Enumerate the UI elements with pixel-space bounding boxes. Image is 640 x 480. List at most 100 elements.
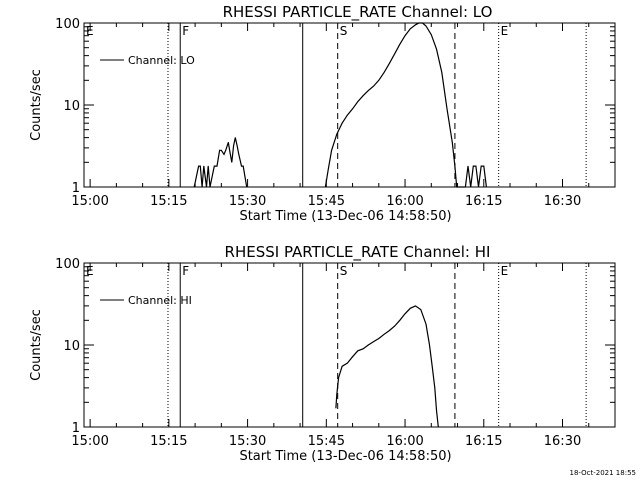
y-axis-label: Counts/sec [29, 309, 44, 381]
x-tick-label: 15:15 [150, 194, 187, 209]
data-point [425, 323, 427, 325]
data-point [341, 122, 343, 124]
x-axis-label: Start Time (13-Dec-06 14:58:50) [239, 209, 451, 224]
data-point [362, 95, 364, 97]
data-point [446, 108, 448, 110]
data-point [325, 186, 326, 188]
data-point [335, 407, 337, 409]
footer-timestamp: 18-Oct-2021 18:55 [569, 469, 636, 477]
data-point [394, 325, 395, 327]
data-point [346, 114, 348, 116]
data-point [216, 165, 218, 167]
data-point [367, 90, 369, 91]
data-point [236, 145, 238, 147]
data-point [373, 85, 374, 87]
data-point [437, 426, 439, 428]
data-point [242, 165, 244, 167]
marker-label: E [86, 24, 94, 38]
data-point [234, 137, 236, 139]
data-point [229, 152, 231, 154]
data-point [338, 377, 339, 378]
y-tick-label: 100 [55, 17, 80, 32]
data-point [430, 34, 432, 36]
chart-panel-hi: RHESSI PARTICLE_RATE Channel: HI 1 10 100 15… [29, 243, 616, 464]
y-tick-label: 100 [55, 257, 80, 272]
data-point [478, 186, 479, 188]
data-point [346, 362, 348, 364]
x-axis-label: Start Time (13-Dec-06 14:58:50) [239, 449, 451, 464]
data-point [394, 53, 395, 55]
data-point [467, 165, 469, 167]
data-point [193, 186, 195, 188]
data-point [415, 24, 416, 26]
x-tick-label: 15:30 [229, 194, 266, 209]
y-tick-label: 10 [63, 99, 80, 114]
data-point [362, 348, 364, 350]
data-point [429, 344, 430, 346]
chart-panel-lo: RHESSI PARTICLE_RATE Channel: LO 1 10 100 15… [29, 3, 616, 224]
x-tick-label: 15:45 [308, 194, 345, 209]
data-point [425, 25, 427, 27]
data-point [225, 149, 227, 151]
data-point [409, 28, 411, 30]
data-point [233, 145, 235, 147]
data-point [409, 307, 411, 309]
data-point [201, 186, 203, 188]
data-point [336, 133, 338, 135]
data-point [436, 48, 437, 50]
data-point [456, 186, 458, 188]
x-tick-label: 16:15 [465, 434, 502, 449]
data-point [209, 186, 211, 188]
series-line [324, 22, 487, 188]
data-point [418, 22, 420, 24]
data-point [227, 142, 229, 143]
marker-label: E [501, 24, 509, 38]
marker-label: S [340, 24, 348, 38]
data-point [441, 72, 443, 73]
y-tick-label: 10 [63, 339, 80, 354]
data-point [341, 365, 343, 367]
legend-label: Channel: LO [128, 54, 195, 67]
data-point [219, 149, 221, 151]
data-point [383, 72, 385, 73]
data-point [399, 319, 401, 321]
data-point [470, 186, 472, 188]
legend-label: Channel: HI [128, 294, 192, 307]
data-point [220, 149, 222, 151]
data-point [357, 350, 359, 352]
marker-label: F [182, 24, 189, 38]
x-tick-label: 16:30 [544, 434, 581, 449]
y-tick-label: 1 [72, 421, 80, 436]
data-point [378, 79, 380, 81]
data-point [388, 330, 390, 331]
data-point [415, 305, 416, 307]
data-point [367, 344, 369, 346]
data-point [399, 43, 401, 45]
data-point [231, 161, 233, 163]
data-point [480, 165, 482, 167]
data-point [451, 142, 453, 143]
data-point [486, 186, 487, 188]
marker-label: E [501, 264, 509, 278]
data-point [454, 165, 456, 167]
data-point [404, 313, 406, 315]
x-tick-label: 15:45 [308, 434, 345, 449]
data-point [352, 108, 353, 110]
x-tick-label: 15:30 [229, 434, 266, 449]
y-tick-label: 1 [72, 181, 80, 196]
x-tick-label: 15:00 [71, 434, 108, 449]
data-point [420, 309, 422, 310]
data-point [357, 101, 359, 102]
data-point [388, 63, 390, 64]
data-point [207, 165, 209, 167]
data-point [199, 165, 201, 167]
data-point [472, 165, 474, 167]
data-point [422, 22, 423, 24]
data-point [373, 341, 374, 342]
plot-frame [83, 262, 616, 428]
x-tick-label: 15:15 [150, 434, 187, 449]
marker-label: F [182, 264, 189, 278]
data-point [336, 394, 338, 395]
data-point [223, 154, 225, 155]
